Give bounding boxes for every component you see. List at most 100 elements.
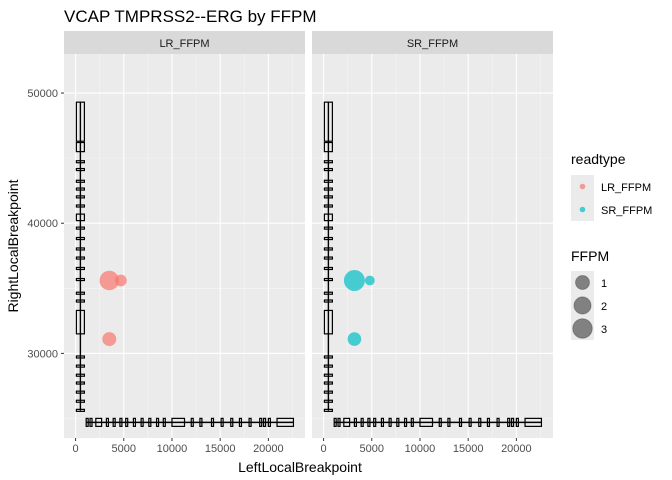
legend-key-background bbox=[571, 271, 594, 294]
exon-vertical bbox=[323, 160, 333, 164]
exon-vertical bbox=[75, 167, 85, 172]
exon-vertical bbox=[323, 381, 333, 385]
exon-horizontal bbox=[276, 417, 295, 427]
exon-vertical bbox=[75, 141, 85, 153]
exon-vertical bbox=[323, 390, 333, 394]
exon-horizontal bbox=[148, 417, 152, 427]
legend-size-entry: 1 bbox=[571, 271, 607, 294]
exon-horizontal bbox=[248, 417, 252, 427]
exon-vertical bbox=[323, 364, 333, 368]
exon-horizontal bbox=[155, 417, 160, 427]
exon-vertical bbox=[75, 266, 85, 271]
data-point bbox=[102, 332, 117, 347]
exon-horizontal bbox=[140, 417, 144, 427]
exon-vertical bbox=[75, 195, 85, 199]
y-axis-label: RightLocalBreakpoint bbox=[5, 179, 21, 312]
exon-vertical bbox=[75, 247, 85, 251]
exon-vertical bbox=[75, 277, 85, 282]
exon-horizontal bbox=[171, 417, 186, 427]
x-tick-label: 20000 bbox=[501, 443, 532, 455]
legend-color-entry: LR_FFPM bbox=[571, 175, 651, 198]
x-tick-label: 10000 bbox=[405, 443, 436, 455]
x-tick-label: 5000 bbox=[360, 443, 384, 455]
exon-vertical bbox=[323, 226, 333, 230]
exon-vertical bbox=[323, 141, 333, 153]
y-tick-label: 30000 bbox=[27, 348, 58, 360]
exon-horizontal bbox=[438, 417, 442, 427]
x-tick-label: 5000 bbox=[112, 443, 136, 455]
exon-vertical bbox=[75, 390, 85, 394]
exon-horizontal bbox=[333, 417, 337, 427]
legend-size-swatch bbox=[575, 275, 590, 290]
data-point bbox=[114, 274, 127, 287]
exon-vertical bbox=[75, 408, 85, 412]
exon-vertical bbox=[323, 247, 333, 251]
legend-color-label: SR_FFPM bbox=[601, 205, 652, 217]
exon-horizontal bbox=[486, 417, 491, 427]
legend-size-swatch bbox=[572, 318, 593, 339]
exon-vertical bbox=[323, 213, 333, 222]
exon-vertical bbox=[323, 355, 333, 359]
legend-color-swatch bbox=[579, 206, 586, 213]
exon-vertical bbox=[75, 187, 85, 191]
facet-strip-label: LR_FFPM bbox=[159, 38, 209, 50]
exon-vertical bbox=[75, 213, 85, 222]
x-tick-label: 10000 bbox=[157, 443, 188, 455]
exon-horizontal bbox=[119, 417, 123, 427]
exon-vertical bbox=[323, 291, 333, 295]
exon-vertical bbox=[323, 299, 333, 303]
exon-horizontal bbox=[162, 417, 166, 427]
exon-vertical bbox=[75, 179, 85, 183]
exon-vertical bbox=[75, 355, 85, 359]
legend: readtype LR_FFPM SR_FFPM FFPM 1 2 3 bbox=[571, 151, 652, 340]
exon-horizontal bbox=[515, 417, 519, 427]
y-tick-label: 50000 bbox=[27, 88, 58, 100]
panel-background bbox=[312, 54, 553, 438]
exon-horizontal bbox=[410, 417, 414, 427]
exon-vertical bbox=[75, 101, 85, 142]
exon-vertical bbox=[75, 399, 85, 403]
exon-horizontal bbox=[496, 417, 500, 427]
exon-horizontal bbox=[524, 417, 543, 427]
exon-horizontal bbox=[373, 417, 377, 427]
exon-horizontal bbox=[210, 417, 215, 427]
exon-horizontal bbox=[343, 417, 351, 427]
exon-vertical bbox=[75, 204, 85, 208]
facet-strip-label: SR_FFPM bbox=[407, 38, 458, 50]
exon-vertical bbox=[323, 179, 333, 183]
exon-vertical bbox=[75, 373, 85, 377]
facet-panel-sr-ffpm: SR_FFPM 0 5000 10000 15000 20000 bbox=[312, 31, 553, 455]
legend-color-title: readtype bbox=[571, 151, 626, 167]
legend-size-title: FFPM bbox=[571, 248, 609, 264]
exon-vertical bbox=[323, 204, 333, 208]
x-tick-label: 20000 bbox=[253, 443, 284, 455]
exon-horizontal bbox=[132, 417, 137, 427]
exon-horizontal bbox=[353, 417, 358, 427]
exon-vertical bbox=[75, 291, 85, 295]
legend-color-entry: SR_FFPM bbox=[571, 198, 652, 221]
exon-horizontal bbox=[380, 417, 385, 427]
exon-horizontal bbox=[403, 417, 408, 427]
exon-horizontal bbox=[125, 417, 129, 427]
exon-vertical bbox=[323, 101, 333, 142]
data-point bbox=[364, 275, 375, 286]
exon-horizontal bbox=[447, 417, 451, 427]
exon-horizontal bbox=[267, 417, 271, 427]
exon-horizontal bbox=[360, 417, 364, 427]
exon-horizontal bbox=[89, 417, 93, 427]
exon-vertical bbox=[323, 236, 333, 241]
exon-vertical bbox=[75, 299, 85, 303]
exon-horizontal bbox=[507, 417, 511, 427]
legend-size-entry: 3 bbox=[571, 317, 607, 340]
exon-vertical bbox=[75, 381, 85, 385]
exon-vertical bbox=[75, 256, 85, 260]
panel-background bbox=[64, 54, 305, 438]
facet-panel-lr-ffpm: LR_FFPM 0 5000 10000 15000 20000 30000 40000 500… bbox=[27, 31, 305, 455]
exon-vertical bbox=[323, 277, 333, 282]
x-tick-label: 0 bbox=[321, 443, 327, 455]
exon-horizontal bbox=[230, 417, 234, 427]
exon-horizontal bbox=[367, 417, 371, 427]
exon-horizontal bbox=[190, 417, 194, 427]
legend-color-entries: LR_FFPM SR_FFPM bbox=[571, 175, 652, 221]
